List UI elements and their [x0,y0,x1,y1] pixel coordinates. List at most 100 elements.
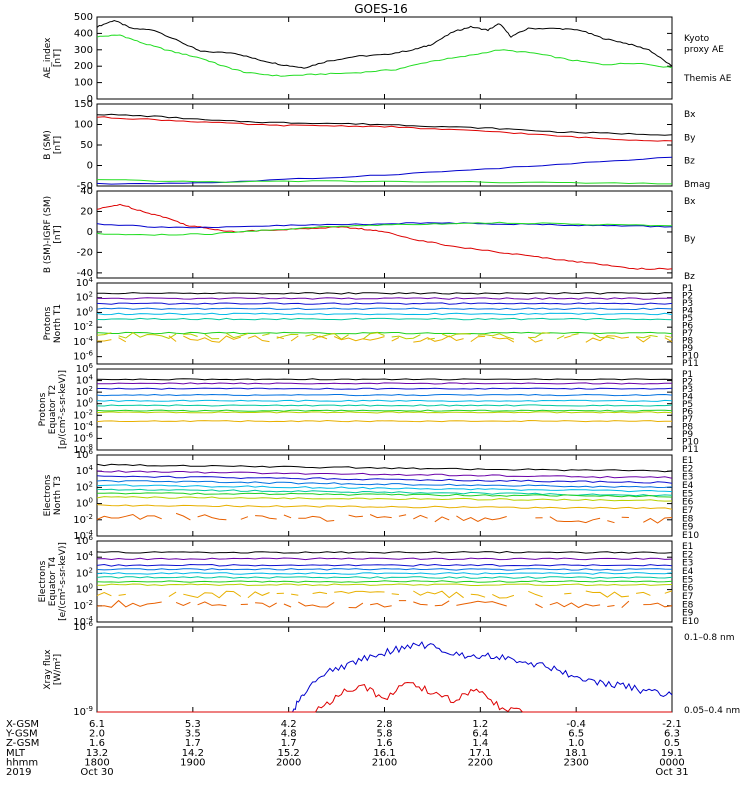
channel-legend-label: P2 [682,378,693,388]
channel-line [96,399,673,402]
y-axis-label: [nT] [53,136,63,154]
y-tick-label: 0 [87,161,93,172]
channel-line [96,590,673,599]
channel-legend-label: P8 [682,337,693,347]
y-tick-label: 10-4 [73,335,93,348]
ephemeris-value: 17.1 [469,748,491,759]
series-line [97,641,673,713]
y-tick-label: 102 [76,291,93,304]
y-tick-label: 10-2 [73,513,93,526]
y-tick-label: 100 [76,497,93,510]
y-tick-label: 10-9 [73,705,93,718]
ephemeris-value: 3.5 [185,729,201,740]
y-axis-label: B (SM) [43,130,53,160]
ephemeris-value: 2100 [372,757,397,768]
legend-label: Bmag [684,180,710,190]
legend-label: Bz [684,157,695,167]
y-axis-label: North T3 [53,476,63,515]
legend-label: By [684,133,696,143]
channel-legend-label: E2 [682,550,693,560]
channel-line [96,332,673,340]
channel-legend-label: P10 [682,352,699,362]
ephemeris-value: 1800 [84,757,109,768]
channel-legend-label: E1 [682,542,693,552]
ephemeris-value: 4.2 [281,719,297,730]
legend-label: Kyoto [684,34,710,44]
channel-line [96,411,673,414]
y-axis-label: B (SM)-IGRF (SM) [43,196,53,273]
y-axis-label: Protons [38,392,48,426]
channel-line [96,475,673,484]
channel-legend-label: E6 [682,498,694,508]
start-date-label: Oct 30 [80,767,113,778]
panel-frame [96,368,673,451]
ephemeris-value: 1.2 [472,719,488,730]
legend-label: proxy AE [684,45,724,55]
legend-label: Bx [684,110,696,120]
ephemeris-value: 19.1 [661,748,683,759]
channel-legend-label: E1 [682,456,693,466]
channel-line [96,404,673,407]
channel-legend-label: P11 [682,445,699,455]
y-tick-label: 102 [76,480,93,493]
legend-label: Themis AE [683,74,732,84]
ephemeris-row-label: Y-GSM [5,729,38,740]
channel-legend-label: P9 [682,344,693,354]
channel-line [96,419,673,423]
ephemeris-row-label: Z-GSM [6,738,39,749]
series-line [96,34,673,77]
ephemeris-value: -2.1 [662,719,682,730]
y-tick-label: 106 [76,448,94,461]
plot-title: GOES-16 [354,2,408,16]
channel-legend-label: P6 [682,408,693,418]
y-axis-label: North T1 [53,304,63,343]
ephemeris-value: 1.6 [89,738,105,749]
y-tick-label: 100 [74,120,93,131]
ephemeris-value: 5.3 [185,719,201,730]
series-line [96,156,673,185]
y-axis-label: [p/(cm²-s-sr-keV)] [58,370,68,449]
channel-line [96,393,673,397]
ephemeris-value: 2300 [563,757,588,768]
ephemeris-value: 5.8 [377,729,393,740]
channel-legend-label: E9 [682,609,694,619]
channel-legend-label: P3 [682,385,693,395]
y-axis-label: Xray flux [43,649,53,690]
channel-line [96,550,673,554]
channel-legend-label: E5 [682,489,693,499]
channel-line [96,496,673,502]
channel-line [96,463,673,473]
channel-line [96,470,673,479]
y-axis-label: AE_index [43,37,53,79]
channel-legend-label: E10 [682,617,699,627]
channel-line [96,557,673,561]
y-tick-label: 106 [76,534,94,547]
series-line [96,203,673,270]
ephemeris-value: 0.5 [664,738,680,749]
series-line [96,116,673,142]
legend-label: 0.1–0.8 nm [684,633,734,643]
y-axis-label: Protons [43,306,53,340]
y-tick-label: -40 [77,268,93,279]
ephemeris-row-label: X-GSM [6,719,39,730]
y-tick-label: 10-6 [73,620,93,633]
channel-line [97,583,673,587]
ephemeris-value: 1.0 [568,738,584,749]
channel-line [97,335,673,343]
y-tick-label: 0 [87,94,93,105]
y-tick-label: 10-2 [73,599,93,612]
channel-legend-label: P4 [682,307,693,317]
channel-line [96,382,673,385]
legend-label: Bx [684,197,696,207]
panel-frame [96,16,673,100]
y-tick-label: 150 [74,99,93,110]
channel-legend-label: E8 [682,600,694,610]
ephemeris-value: 2.8 [377,719,393,730]
channel-legend-label: E4 [682,567,694,577]
year-label: 2019 [6,767,31,778]
ephemeris-value: 0000 [659,757,684,768]
ephemeris-value: 6.4 [472,729,488,740]
channel-line [96,563,673,567]
y-axis-label: Electrons [38,560,48,602]
series-line [96,222,673,229]
